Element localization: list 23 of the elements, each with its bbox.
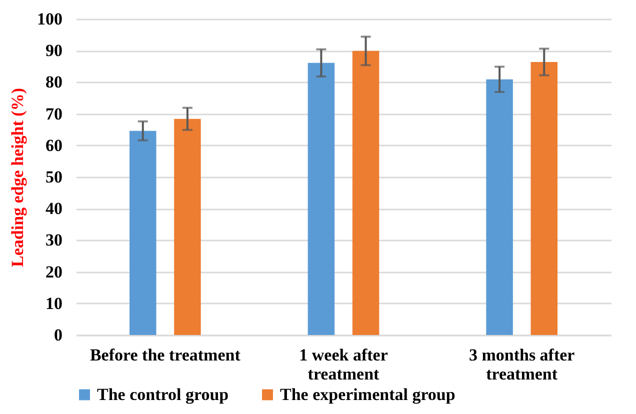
y-tick-label: 30 [46, 230, 62, 250]
y-tick-label: 70 [46, 104, 62, 124]
bar [130, 130, 156, 335]
bar [352, 50, 380, 335]
y-tick-label: 40 [46, 199, 62, 218]
legend-label: The experimental group [280, 384, 456, 404]
y-tick-label: 10 [46, 294, 62, 313]
y-tick-label: 20 [46, 262, 62, 282]
y-axis-title: Leading edge height (%) [8, 88, 27, 267]
y-tick-label: 60 [46, 136, 62, 155]
bar [308, 62, 335, 335]
y-tick-label: 0 [54, 326, 62, 344]
bar [174, 118, 201, 335]
y-tick-label: 90 [46, 41, 62, 60]
y-tick-label: 50 [46, 168, 62, 186]
y-tick-label: 100 [37, 10, 62, 28]
x-tick-label: Before the treatment [90, 346, 241, 364]
bar [530, 62, 558, 335]
legend-label: The control group [97, 384, 229, 404]
x-tick-label: 1 week after treatment [299, 346, 388, 384]
y-tick-label: 80 [46, 72, 62, 92]
bar [486, 79, 513, 335]
x-tick-label: 3 months after treatment [468, 346, 576, 384]
